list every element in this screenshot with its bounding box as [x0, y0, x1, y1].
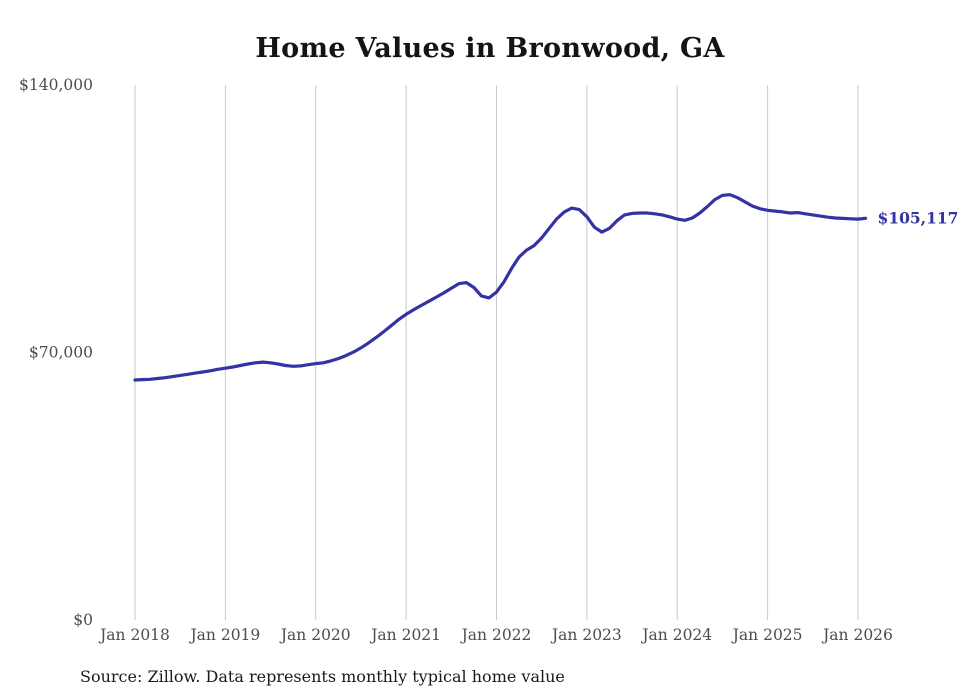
x-tick-label: Jan 2025	[731, 626, 803, 644]
gridlines	[134, 85, 859, 620]
y-tick-label: $140,000	[19, 76, 93, 94]
y-tick-label: $70,000	[29, 344, 93, 362]
chart-title: Home Values in Bronwood, GA	[255, 33, 725, 64]
x-tick-label: Jan 2022	[460, 626, 532, 644]
value-line	[133, 193, 868, 382]
x-tick-label: Jan 2021	[369, 626, 441, 644]
source-note: Source: Zillow. Data represents monthly …	[80, 667, 565, 686]
x-tick-label: Jan 2024	[640, 626, 712, 644]
x-tick-label: Jan 2019	[188, 626, 260, 644]
y-axis-labels: $0 $70,000 $140,000	[19, 76, 93, 629]
x-axis-labels: Jan 2018 Jan 2019 Jan 2020 Jan 2021 Jan 2022…	[98, 626, 893, 644]
end-value-label: $105,117	[878, 208, 959, 227]
y-tick-label: $0	[73, 611, 93, 629]
x-tick-label: Jan 2018	[98, 626, 170, 644]
x-tick-label: Jan 2023	[550, 626, 622, 644]
x-tick-label: Jan 2020	[279, 626, 351, 644]
x-tick-label: Jan 2026	[821, 626, 893, 644]
